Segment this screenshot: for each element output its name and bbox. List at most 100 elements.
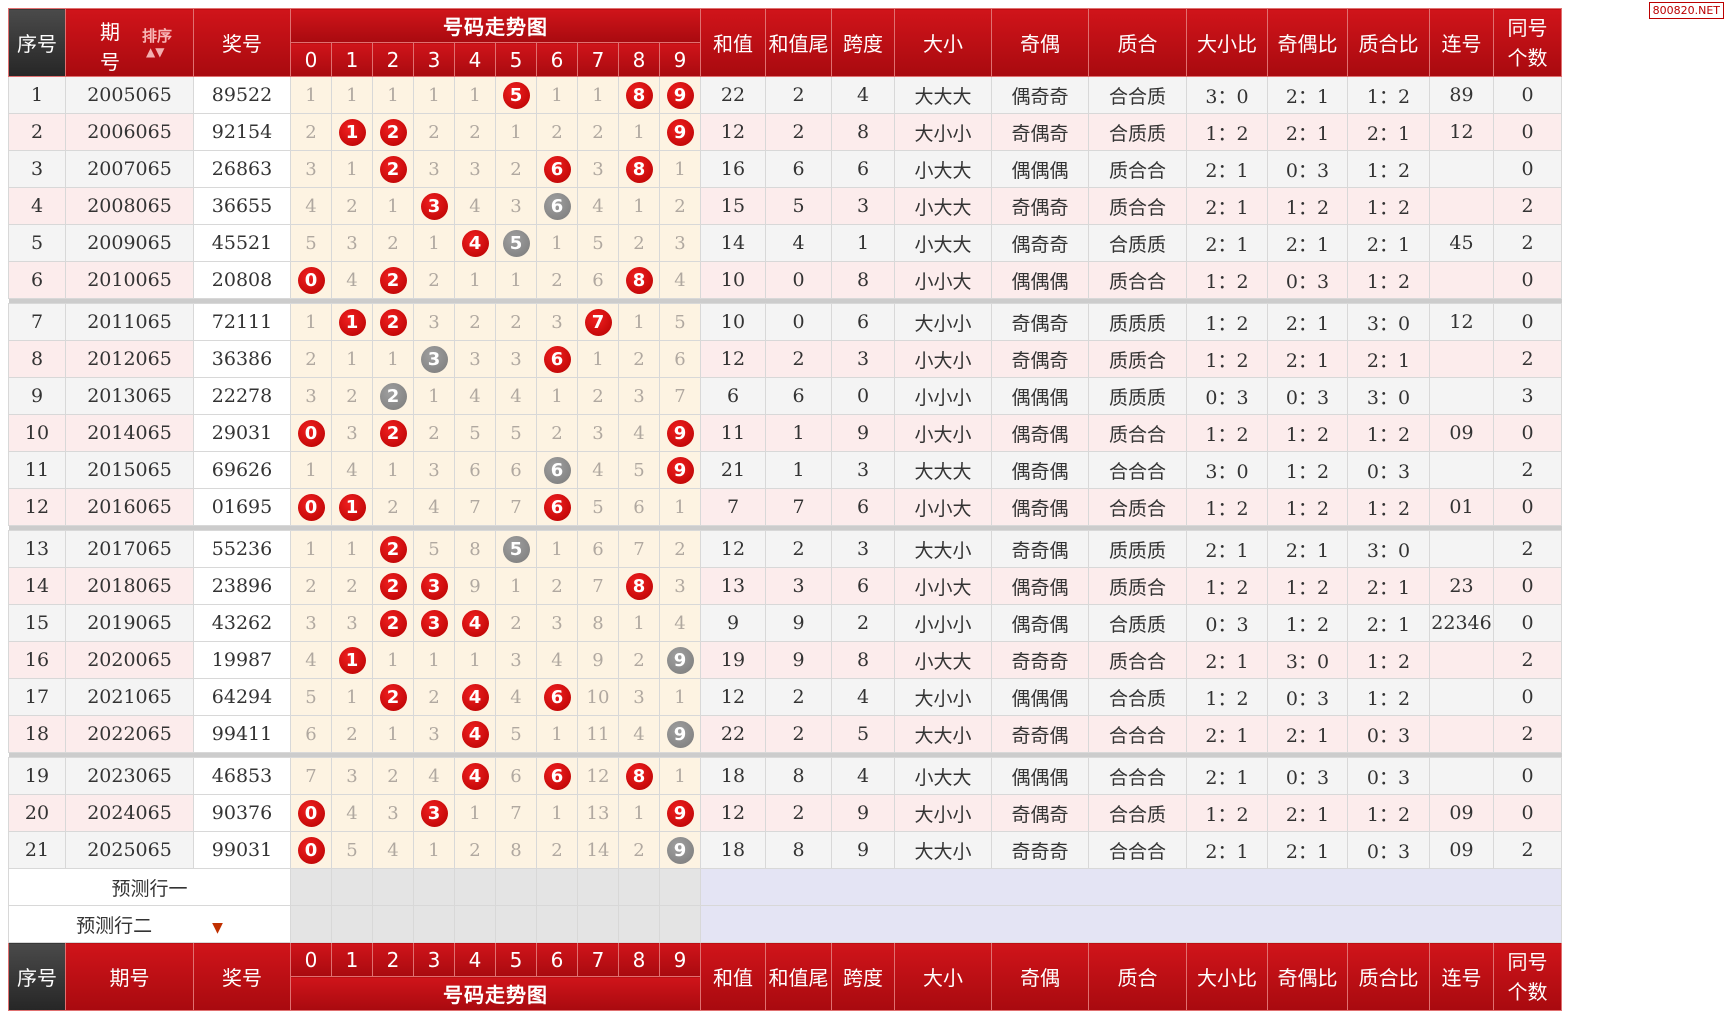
predict-digit-cell[interactable] [495, 868, 537, 906]
sort-button[interactable]: 排序 [142, 27, 173, 45]
row-span: 5 [831, 715, 895, 753]
predict-digit-cell[interactable] [618, 868, 660, 906]
predict-digit-cell[interactable] [290, 905, 332, 943]
sort-arrow-icon[interactable]: ▲▼ [146, 45, 165, 59]
row-parity-ratio: 2：1 [1267, 340, 1348, 378]
row-prime-ratio: 2：1 [1347, 604, 1430, 642]
digit-cell-6: 1 [536, 530, 578, 568]
row-consecutive [1429, 715, 1494, 753]
repeat-ball: 5 [502, 229, 530, 257]
header-digit: 5 [495, 42, 537, 77]
row-sum: 12 [700, 678, 766, 716]
row-size: 小大大 [894, 187, 992, 225]
hit-ball: 1 [338, 308, 366, 336]
row-sum: 18 [700, 831, 766, 869]
digit-cell-7: 3 [577, 414, 619, 452]
predict-digit-cell[interactable] [536, 905, 578, 943]
digit-cell-6: 6 [536, 451, 578, 489]
header-sum-tail: 和值尾 [765, 8, 832, 77]
predict-digit-cell[interactable] [413, 905, 455, 943]
row-sum-tail: 6 [765, 377, 832, 415]
header-prime: 质合 [1088, 8, 1187, 77]
digit-cell-3: 5 [413, 530, 455, 568]
digit-cell-8: 1 [618, 604, 660, 642]
digit-cell-5: 1 [495, 113, 537, 151]
row-parity-ratio: 0：3 [1267, 757, 1348, 795]
draw-row: 11 2015065 69626 1 4 1 3 6 6 6 4 5 9 21 1 3 大大大 偶奇偶 合合合 3：0… [8, 451, 1562, 489]
digit-cell-6: 6 [536, 678, 578, 716]
digit-cell-5: 5 [495, 530, 537, 568]
predict-digit-cell[interactable] [413, 868, 455, 906]
row-sum-tail: 2 [765, 113, 832, 151]
digit-cell-2: 2 [372, 303, 414, 341]
row-size: 小小小 [894, 377, 992, 415]
digit-cell-3: 1 [413, 76, 455, 114]
row-parity: 奇奇奇 [991, 641, 1089, 679]
predict-digit-cell[interactable] [536, 868, 578, 906]
digit-cell-6: 3 [536, 303, 578, 341]
row-sum: 11 [700, 414, 766, 452]
header-digit: 3 [413, 42, 455, 77]
row-size-ratio: 2：1 [1186, 831, 1268, 869]
predict-digit-cell[interactable] [577, 905, 619, 943]
predict-digit-cell[interactable] [577, 868, 619, 906]
digit-cell-4: 1 [454, 76, 496, 114]
row-same-count: 0 [1493, 567, 1562, 605]
row-parity-ratio: 1：2 [1267, 488, 1348, 526]
hit-ball: 1 [338, 493, 366, 521]
digit-cell-6: 2 [536, 113, 578, 151]
digit-cell-1: 3 [331, 604, 373, 642]
predict-digit-cell[interactable] [290, 868, 332, 906]
header-period[interactable]: 期号 排序 ▲▼ [65, 8, 194, 77]
row-prime-ratio: 2：1 [1347, 340, 1430, 378]
hit-ball: 4 [461, 229, 489, 257]
row-size: 大大大 [894, 76, 992, 114]
row-prime-ratio: 1：2 [1347, 794, 1430, 832]
row-same-count: 0 [1493, 757, 1562, 795]
row-seq: 3 [8, 150, 66, 188]
digit-cell-8: 1 [618, 303, 660, 341]
row-prime-ratio: 0：3 [1347, 757, 1430, 795]
predict-digit-cell[interactable] [618, 905, 660, 943]
digit-cell-8: 8 [618, 261, 660, 299]
row-parity: 奇偶奇 [991, 794, 1089, 832]
predict-digit-cell[interactable] [331, 905, 373, 943]
footer-digit: 1 [331, 942, 373, 977]
footer-prime: 质合 [1088, 942, 1187, 1011]
header-digit: 7 [577, 42, 619, 77]
predict-digit-cell[interactable] [372, 905, 414, 943]
digit-cell-3: 3 [413, 604, 455, 642]
row-winning-number: 26863 [193, 150, 291, 188]
digit-cell-0: 0 [290, 794, 332, 832]
digit-cell-0: 1 [290, 530, 332, 568]
row-size: 小小大 [894, 261, 992, 299]
predict-digit-cell[interactable] [454, 868, 496, 906]
predict-digit-cell[interactable] [331, 868, 373, 906]
predict-digit-cell[interactable] [659, 868, 701, 906]
digit-cell-3: 2 [413, 113, 455, 151]
row-prime-ratio: 2：1 [1347, 113, 1430, 151]
digit-cell-3: 3 [413, 303, 455, 341]
digit-cell-9: 9 [659, 113, 701, 151]
predict-digit-cell[interactable] [454, 905, 496, 943]
row-seq: 18 [8, 715, 66, 753]
row-parity: 偶奇偶 [991, 414, 1089, 452]
digit-cell-5: 6 [495, 757, 537, 795]
footer-digit: 4 [454, 942, 496, 977]
predict-digit-cell[interactable] [659, 905, 701, 943]
row-sum: 12 [700, 113, 766, 151]
header-number: 奖号 [193, 8, 291, 77]
row-size: 大大小 [894, 530, 992, 568]
hit-ball: 2 [379, 419, 407, 447]
row-prime-ratio: 2：1 [1347, 567, 1430, 605]
predict-digit-cell[interactable] [495, 905, 537, 943]
row-winning-number: 46853 [193, 757, 291, 795]
digit-cell-8: 5 [618, 451, 660, 489]
digit-cell-8: 1 [618, 794, 660, 832]
row-sum: 12 [700, 530, 766, 568]
digit-cell-0: 2 [290, 113, 332, 151]
digit-cell-9: 9 [659, 451, 701, 489]
predict-digit-cell[interactable] [372, 868, 414, 906]
row-parity: 奇奇偶 [991, 715, 1089, 753]
expand-down-icon[interactable]: ▼ [212, 919, 223, 936]
